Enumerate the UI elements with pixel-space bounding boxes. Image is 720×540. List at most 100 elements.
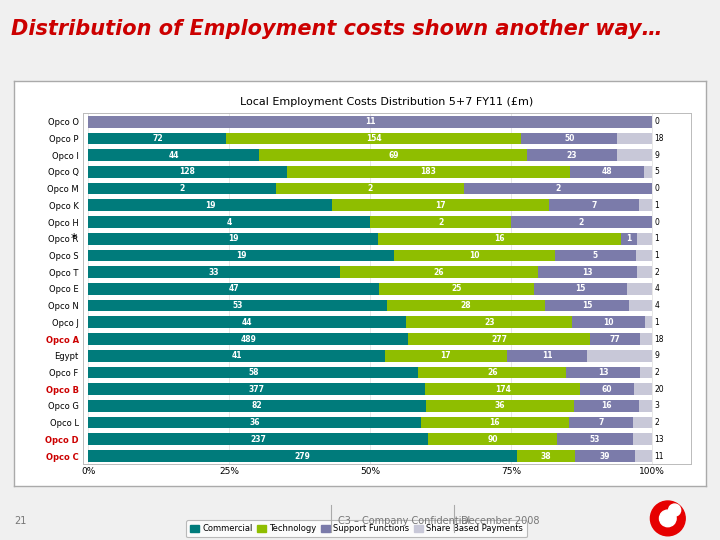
Bar [567,367,640,379]
Bar [89,116,652,127]
Text: 2: 2 [367,184,373,193]
Bar [378,233,621,245]
Bar [528,150,617,161]
Text: 44: 44 [242,318,253,327]
Bar [89,367,418,379]
Text: 1: 1 [654,318,660,327]
Text: 2: 2 [555,184,560,193]
Text: 10: 10 [469,251,480,260]
Bar [574,400,639,411]
Bar [644,166,652,178]
Text: 16: 16 [601,401,612,410]
Bar [395,249,555,261]
Text: 90: 90 [487,435,498,444]
Text: December 2008: December 2008 [461,516,539,526]
Text: 60: 60 [602,384,613,394]
Text: 7: 7 [591,201,597,210]
Text: 23: 23 [484,318,495,327]
Bar [406,316,572,328]
Bar [590,333,640,345]
Text: 26: 26 [487,368,498,377]
Bar [259,150,528,161]
Text: 23: 23 [567,151,577,160]
Bar [538,266,636,278]
Text: 58: 58 [248,368,258,377]
Text: 2: 2 [180,184,185,193]
Bar [426,400,574,411]
Bar [644,316,652,328]
Text: 183: 183 [420,167,436,177]
Text: 0: 0 [654,218,660,227]
Text: 279: 279 [294,451,310,461]
Text: 53: 53 [590,435,600,444]
Bar [287,166,570,178]
Text: 4: 4 [227,218,232,227]
Bar [549,199,639,211]
Text: 1: 1 [654,251,660,260]
Bar [89,333,408,345]
Text: 82: 82 [252,401,262,410]
Text: 16: 16 [494,234,505,243]
Text: C3 – Company Confidential: C3 – Company Confidential [338,516,471,526]
Text: 44: 44 [168,151,179,160]
Text: 15: 15 [582,301,592,310]
Text: 2: 2 [579,218,584,227]
Text: 13: 13 [598,368,608,377]
Text: 36: 36 [495,401,505,410]
Bar [89,400,426,411]
Bar [636,249,652,261]
Bar [89,233,378,245]
Bar [89,417,421,428]
Text: 20: 20 [654,384,665,394]
Bar [517,450,575,462]
Text: 174: 174 [495,384,510,394]
Bar [421,417,569,428]
Bar [617,133,652,144]
Bar [587,350,652,362]
Text: 38: 38 [541,451,552,461]
Text: 3: 3 [654,401,660,410]
Bar [89,450,517,462]
Bar [89,166,287,178]
Bar [226,133,521,144]
Bar [425,383,580,395]
Bar [508,350,587,362]
Text: 2: 2 [654,368,660,377]
Text: 489: 489 [240,335,256,343]
Text: 4: 4 [654,285,660,293]
Bar [617,150,652,161]
Text: 2: 2 [438,218,443,227]
Bar [639,400,652,411]
Bar [621,233,636,245]
Text: 2: 2 [654,418,660,427]
Bar [464,183,652,194]
Bar [555,249,636,261]
Text: 72: 72 [152,134,163,143]
Text: 77: 77 [609,335,620,343]
Legend: Commercial, Technology, Support Functions, Share Based Payments: Commercial, Technology, Support Function… [186,520,527,537]
Bar [89,383,425,395]
Bar [89,316,406,328]
Text: 5: 5 [593,251,598,260]
Text: 17: 17 [435,201,446,210]
Text: 0: 0 [654,117,660,126]
Bar [379,283,534,295]
Bar [627,283,652,295]
Bar [276,183,464,194]
Bar [89,434,428,445]
Text: 10: 10 [603,318,613,327]
Bar [569,417,634,428]
Bar [545,300,629,312]
Text: 41: 41 [231,351,242,360]
Text: 1: 1 [654,234,660,243]
Text: 154: 154 [366,134,382,143]
Text: 1: 1 [654,201,660,210]
Bar [418,367,567,379]
Text: 16: 16 [490,418,500,427]
Text: 277: 277 [491,335,507,343]
Bar [89,350,384,362]
Bar [340,266,538,278]
Text: 13: 13 [582,268,593,276]
Text: 19: 19 [204,201,215,210]
Text: 69: 69 [388,151,399,160]
